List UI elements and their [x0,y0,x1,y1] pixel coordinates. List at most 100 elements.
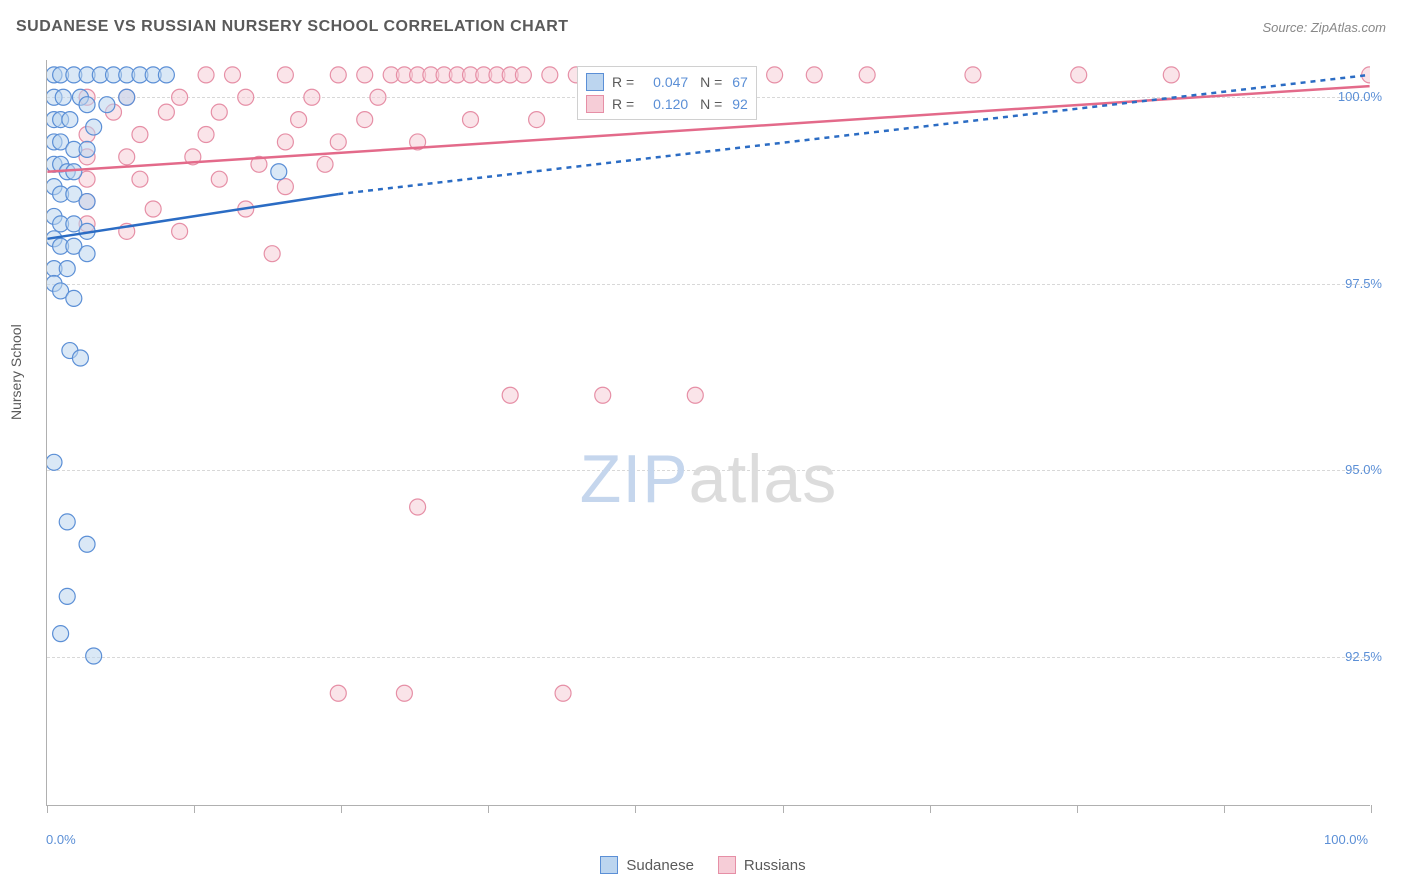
scatter-point [271,164,287,180]
r-value-russians: 0.120 [644,96,688,112]
scatter-point [59,588,75,604]
r-label: R = [612,74,634,90]
x-tick-label: 100.0% [1324,832,1368,847]
scatter-point [53,626,69,642]
scatter-point [806,67,822,83]
scatter-point [1163,67,1179,83]
legend-label-russians: Russians [744,857,806,874]
stats-row-sudanese: R = 0.047 N = 67 [586,71,748,93]
scatter-point [132,171,148,187]
scatter-point [1071,67,1087,83]
x-tick-label: 0.0% [46,832,76,847]
legend-label-sudanese: Sudanese [626,857,694,874]
scatter-point [86,648,102,664]
scatter-point [264,246,280,262]
n-value-russians: 92 [732,96,748,112]
x-tick-mark [1371,805,1372,813]
category-legend: Sudanese Russians [0,856,1406,874]
scatter-point [66,164,82,180]
scatter-point [330,67,346,83]
scatter-point [79,141,95,157]
r-value-sudanese: 0.047 [644,74,688,90]
scatter-point [357,112,373,128]
scatter-point [99,97,115,113]
scatter-point [79,97,95,113]
scatter-point [198,127,214,143]
n-label: N = [696,96,722,112]
x-tick-mark [488,805,489,813]
swatch-sudanese [600,856,618,874]
scatter-point [291,112,307,128]
scatter-point [542,67,558,83]
scatter-point [211,104,227,120]
scatter-point [211,171,227,187]
scatter-plot-svg [47,60,1370,805]
scatter-point [463,112,479,128]
swatch-sudanese [586,73,604,91]
legend-item-sudanese: Sudanese [600,856,694,874]
scatter-point [529,112,545,128]
scatter-point [595,387,611,403]
scatter-point [396,685,412,701]
scatter-point [198,67,214,83]
scatter-point [330,134,346,150]
scatter-point [277,67,293,83]
scatter-point [767,67,783,83]
scatter-point [158,67,174,83]
scatter-point [277,179,293,195]
scatter-point [86,119,102,135]
x-tick-mark [341,805,342,813]
x-tick-mark [635,805,636,813]
scatter-point [172,223,188,239]
scatter-point [158,104,174,120]
scatter-point [72,350,88,366]
n-label: N = [696,74,722,90]
scatter-point [47,454,62,470]
source-label: Source: ZipAtlas.com [1262,20,1386,35]
scatter-point [357,67,373,83]
scatter-point [410,499,426,515]
scatter-point [502,387,518,403]
x-tick-mark [47,805,48,813]
scatter-point [119,89,135,105]
x-tick-mark [194,805,195,813]
scatter-point [172,89,188,105]
plot-area: ZIPatlas R = 0.047 N = 67 R = 0.120 N = … [46,60,1370,806]
scatter-point [515,67,531,83]
scatter-point [304,89,320,105]
scatter-point [859,67,875,83]
scatter-point [119,149,135,165]
scatter-point [238,89,254,105]
scatter-point [55,89,71,105]
x-tick-mark [1077,805,1078,813]
scatter-point [370,89,386,105]
scatter-point [66,290,82,306]
scatter-point [132,127,148,143]
legend-item-russians: Russians [718,856,806,874]
scatter-point [145,201,161,217]
scatter-point [79,536,95,552]
scatter-point [79,194,95,210]
scatter-point [79,246,95,262]
stats-row-russians: R = 0.120 N = 92 [586,93,748,115]
scatter-point [59,514,75,530]
chart-title: SUDANESE VS RUSSIAN NURSERY SCHOOL CORRE… [16,18,569,36]
scatter-point [62,112,78,128]
scatter-point [555,685,571,701]
scatter-point [330,685,346,701]
scatter-point [317,156,333,172]
scatter-point [225,67,241,83]
swatch-russians [586,95,604,113]
regression-line [338,75,1369,194]
r-label: R = [612,96,634,112]
scatter-point [277,134,293,150]
swatch-russians [718,856,736,874]
x-tick-mark [1224,805,1225,813]
x-tick-mark [930,805,931,813]
scatter-point [965,67,981,83]
n-value-sudanese: 67 [732,74,748,90]
stats-legend: R = 0.047 N = 67 R = 0.120 N = 92 [577,66,757,120]
scatter-point [59,261,75,277]
scatter-point [687,387,703,403]
x-tick-mark [783,805,784,813]
